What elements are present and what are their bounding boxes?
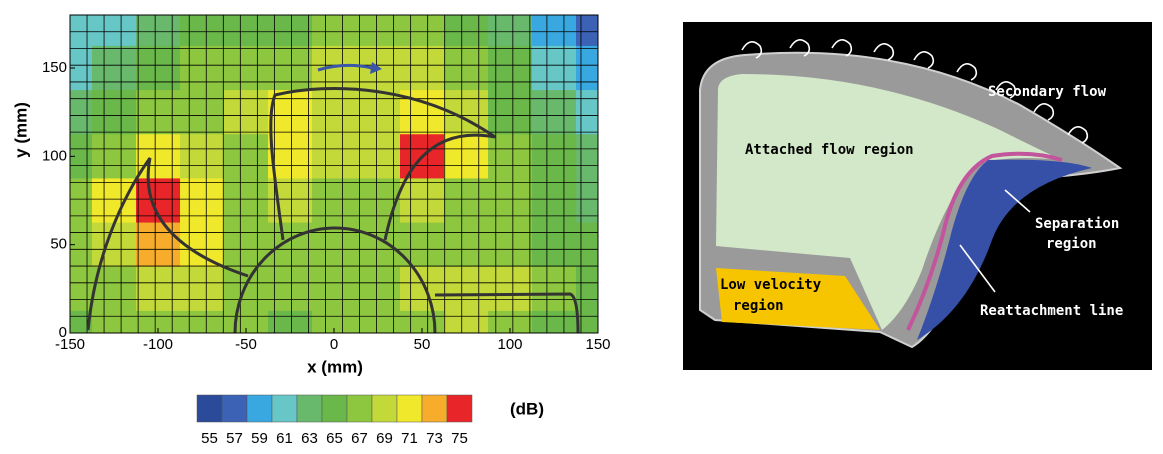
y-tick-label: 150 (42, 59, 67, 76)
contour-cell (444, 267, 489, 312)
label: Attached flow region (745, 142, 914, 158)
contour-cell (180, 134, 225, 179)
contour-cell (312, 90, 357, 135)
colorbar-swatch (272, 395, 297, 422)
colorbar-swatch (347, 395, 372, 422)
label: Separation (1035, 216, 1119, 232)
colorbar-label: 55 (201, 430, 218, 447)
contour-cell (488, 90, 533, 135)
contour-cell (312, 2, 357, 47)
contour-cell (312, 178, 357, 223)
colorbar-label: 67 (351, 430, 368, 447)
contour-cell (444, 178, 489, 223)
contour-cell (92, 46, 137, 91)
colorbar-swatch (197, 395, 222, 422)
contour-cell (488, 267, 533, 312)
contour-cell (400, 178, 445, 223)
contour-cell (400, 267, 445, 312)
colorbar-label: 73 (426, 430, 443, 447)
colorbar-label: 57 (226, 430, 243, 447)
colorbar-label: 65 (326, 430, 343, 447)
contour-cell (180, 267, 225, 312)
colorbar-swatch (422, 395, 447, 422)
contour-cell (532, 178, 577, 223)
colorbar-label: 75 (451, 430, 468, 447)
label: Reattachment line (980, 303, 1123, 319)
label: region (733, 298, 784, 314)
colorbar-swatch (372, 395, 397, 422)
contour-cell (532, 267, 577, 312)
contour-cell (532, 223, 577, 268)
colorbar-swatch (247, 395, 272, 422)
contour-cell (312, 267, 357, 312)
colorbar-label: 61 (276, 430, 293, 447)
x-tick-label: 50 (414, 336, 431, 353)
contour-cell (444, 223, 489, 268)
x-tick-label: 0 (330, 336, 338, 353)
contour-cell (444, 2, 489, 47)
contour-cell (92, 90, 137, 135)
contour-cell (532, 2, 577, 47)
contour-cell (488, 134, 533, 179)
contour-cell (136, 2, 181, 47)
x-axis-label: x (mm) (307, 357, 363, 376)
contour-cell (224, 2, 269, 47)
y-tick-label: 0 (59, 324, 67, 341)
colorbar-label: 71 (401, 430, 418, 447)
contour-cell (136, 267, 181, 312)
contour-cell (92, 134, 137, 179)
contour-cell (444, 46, 489, 91)
colorbar-unit: (dB) (510, 399, 544, 418)
contour-cell (224, 134, 269, 179)
contour-field (48, 2, 621, 356)
contour-cell (224, 46, 269, 91)
colorbar-swatch (397, 395, 422, 422)
y-axis-label: y (mm) (11, 102, 30, 158)
contour-cell (224, 267, 269, 312)
contour-cell (312, 134, 357, 179)
x-tick-label: 100 (497, 336, 522, 353)
contour-cell (136, 223, 181, 268)
colorbar-label: 69 (376, 430, 393, 447)
colorbar-swatch (322, 395, 347, 422)
contour-cell (488, 2, 533, 47)
x-tick-label: 150 (585, 336, 610, 353)
label: region (1046, 236, 1097, 252)
contour-cell (488, 223, 533, 268)
colorbar-swatch (297, 395, 322, 422)
contour-cell (180, 46, 225, 91)
x-tick-label: -100 (143, 336, 173, 353)
label: Secondary flow (988, 84, 1107, 100)
colorbar-swatch (222, 395, 247, 422)
contour-cell (224, 90, 269, 135)
contour-cell (400, 2, 445, 47)
label: Low velocity (720, 277, 822, 293)
flow-diagram: Secondary flow Attached flow region Sepa… (683, 22, 1152, 370)
contour-cell (224, 178, 269, 223)
y-tick-label: 100 (42, 147, 67, 164)
contour-cell (400, 46, 445, 91)
contour-cell (92, 178, 137, 223)
contour-cell (92, 223, 137, 268)
y-tick-label: 50 (50, 236, 67, 253)
contour-cell (136, 90, 181, 135)
colorbar: 55 57 59 61 63 65 67 69 71 73 75 (197, 395, 472, 447)
contour-cell (180, 178, 225, 223)
contour-cell (180, 2, 225, 47)
contour-cell (444, 134, 489, 179)
contour-cell (180, 90, 225, 135)
x-tick-label: -50 (235, 336, 257, 353)
colorbar-label: 63 (301, 430, 318, 447)
contour-cell (136, 134, 181, 179)
figure: -150-100-50050100150050100150 x (mm) y (… (0, 0, 1163, 449)
colorbar-label: 59 (251, 430, 268, 447)
contour-cell (532, 90, 577, 135)
colorbar-swatch (447, 395, 472, 422)
contour-cell (488, 178, 533, 223)
contour-cell (92, 2, 137, 47)
contour-cell (136, 46, 181, 91)
contour-cell (488, 46, 533, 91)
contour-cell (532, 46, 577, 91)
contour-cell (532, 134, 577, 179)
